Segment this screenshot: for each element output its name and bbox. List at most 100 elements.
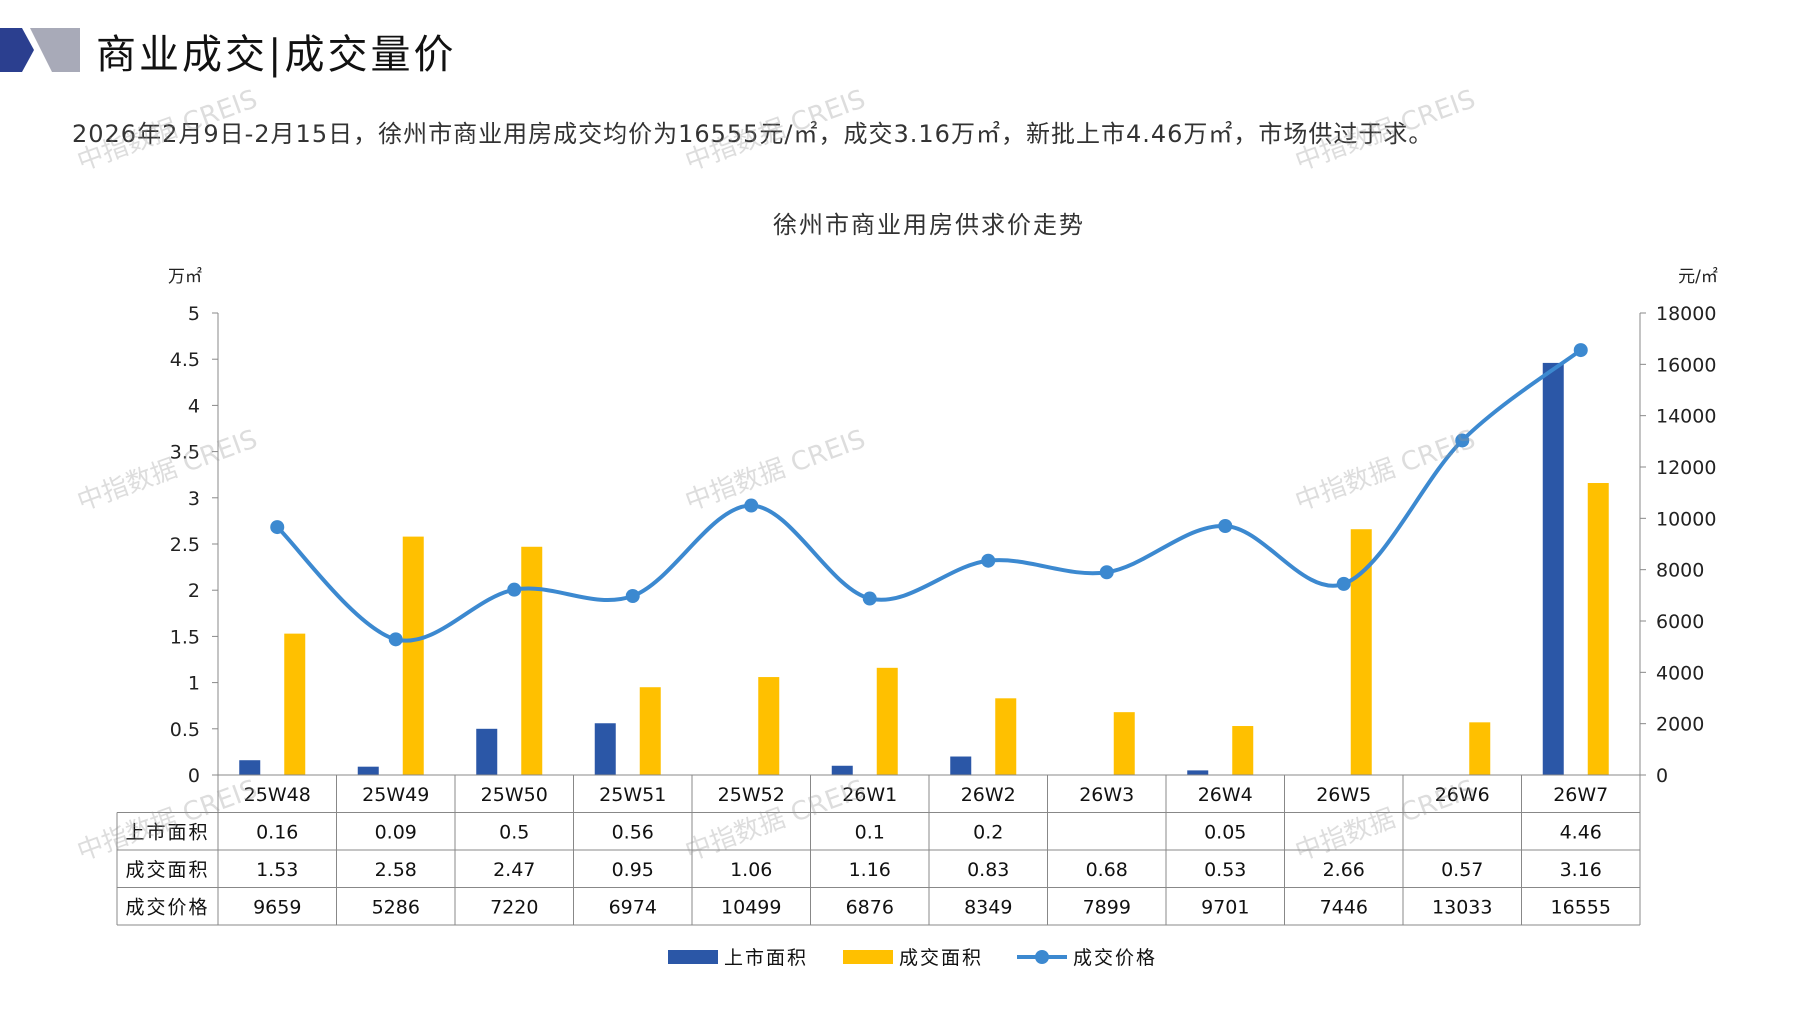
price-point xyxy=(1573,343,1588,358)
supply-bar xyxy=(239,760,261,775)
data-label: 2.58 xyxy=(375,859,417,881)
data-label: 6876 xyxy=(846,896,894,918)
data-label: 0.57 xyxy=(1441,859,1483,881)
left-tick-label: 3 xyxy=(188,488,200,510)
right-tick-label: 4000 xyxy=(1656,662,1704,684)
price-point xyxy=(1218,519,1233,534)
x-category-label: 26W1 xyxy=(842,784,897,806)
x-category-label: 26W2 xyxy=(961,784,1016,806)
right-tick-label: 14000 xyxy=(1656,406,1716,428)
chart-title: 徐州市商业用房供求价走势 xyxy=(773,211,1085,239)
left-tick-label: 4.5 xyxy=(170,349,200,371)
data-label: 7899 xyxy=(1083,896,1131,918)
data-label: 2.66 xyxy=(1323,859,1365,881)
x-category-label: 26W4 xyxy=(1198,784,1253,806)
left-tick-label: 0 xyxy=(188,765,200,787)
data-label: 7220 xyxy=(490,896,538,918)
summary-text: 2026年2月9日-2月15日，徐州市商业用房成交均价为16555元/㎡，成交3… xyxy=(72,120,1434,148)
price-point xyxy=(270,520,285,535)
x-category-label: 26W6 xyxy=(1435,784,1490,806)
left-tick-label: 4 xyxy=(188,395,200,417)
deal-bar xyxy=(284,633,306,775)
price-point xyxy=(862,591,877,606)
data-label: 1.16 xyxy=(849,859,891,881)
supply-bar xyxy=(476,728,498,775)
deal-bar xyxy=(995,698,1017,775)
supply-bar xyxy=(1187,770,1209,775)
x-category-label: 26W5 xyxy=(1316,784,1371,806)
page-title: 商业成交|成交量价 xyxy=(96,32,457,78)
x-category-label: 26W7 xyxy=(1553,784,1608,806)
brand-logo xyxy=(0,28,80,72)
right-tick-label: 18000 xyxy=(1656,303,1716,325)
data-label: 10499 xyxy=(721,896,781,918)
deal-bar xyxy=(1232,726,1254,775)
left-tick-label: 2 xyxy=(188,580,200,602)
data-label: 0.56 xyxy=(612,821,654,843)
supply-bar xyxy=(594,723,616,775)
x-category-label: 25W49 xyxy=(362,784,429,806)
supply-bar xyxy=(831,765,853,775)
price-point xyxy=(981,553,996,568)
data-label: 16555 xyxy=(1551,896,1611,918)
deal-bar xyxy=(876,667,898,775)
left-axis-unit: 万㎡ xyxy=(168,267,202,287)
data-label: 0.09 xyxy=(375,821,417,843)
right-tick-label: 10000 xyxy=(1656,508,1716,530)
legend-swatch xyxy=(843,950,893,964)
price-point xyxy=(1099,565,1114,580)
price-point xyxy=(625,589,640,604)
legend-label: 成交面积 xyxy=(899,947,983,969)
right-tick-label: 6000 xyxy=(1656,611,1704,633)
supply-bar xyxy=(950,756,972,775)
deal-bar xyxy=(1350,529,1372,775)
right-tick-label: 16000 xyxy=(1656,354,1716,376)
data-label: 4.46 xyxy=(1560,821,1602,843)
table-row-header: 成交面积 xyxy=(125,859,209,881)
x-category-label: 25W51 xyxy=(599,784,666,806)
data-label: 0.1 xyxy=(855,821,885,843)
x-category-label: 25W52 xyxy=(718,784,785,806)
deal-bar xyxy=(521,546,543,775)
x-category-label: 25W48 xyxy=(244,784,311,806)
price-point xyxy=(744,498,759,513)
data-label: 0.16 xyxy=(256,821,298,843)
table-row-header: 上市面积 xyxy=(125,821,209,843)
legend-label: 成交价格 xyxy=(1073,947,1157,969)
data-label: 13033 xyxy=(1432,896,1492,918)
deal-bar xyxy=(639,687,661,775)
data-label: 0.2 xyxy=(973,821,1003,843)
data-label: 9701 xyxy=(1201,896,1249,918)
legend-label: 上市面积 xyxy=(724,947,808,969)
deal-bar xyxy=(402,536,424,775)
data-label: 0.68 xyxy=(1086,859,1128,881)
deal-bar xyxy=(1587,483,1609,775)
supply-bar xyxy=(357,766,379,775)
right-axis-unit: 元/㎡ xyxy=(1678,267,1718,287)
left-tick-label: 5 xyxy=(188,303,200,325)
data-label: 0.53 xyxy=(1204,859,1246,881)
left-tick-label: 1 xyxy=(188,673,200,695)
legend-swatch xyxy=(668,950,718,964)
right-tick-label: 2000 xyxy=(1656,714,1704,736)
data-label: 9659 xyxy=(253,896,301,918)
data-label: 7446 xyxy=(1320,896,1368,918)
right-tick-label: 8000 xyxy=(1656,560,1704,582)
price-point xyxy=(507,582,522,597)
x-category-label: 26W3 xyxy=(1079,784,1134,806)
left-tick-label: 0.5 xyxy=(170,719,200,741)
data-label: 3.16 xyxy=(1560,859,1602,881)
price-point xyxy=(388,632,403,647)
x-category-label: 25W50 xyxy=(481,784,548,806)
data-label: 0.05 xyxy=(1204,821,1246,843)
data-label: 6974 xyxy=(609,896,657,918)
table-row-header: 成交价格 xyxy=(125,896,209,918)
left-tick-label: 3.5 xyxy=(170,442,200,464)
data-label: 2.47 xyxy=(493,859,535,881)
legend-swatch xyxy=(1035,950,1049,964)
data-label: 5286 xyxy=(372,896,420,918)
data-label: 0.95 xyxy=(612,859,654,881)
deal-bar xyxy=(1113,712,1135,775)
data-label: 0.5 xyxy=(499,821,529,843)
